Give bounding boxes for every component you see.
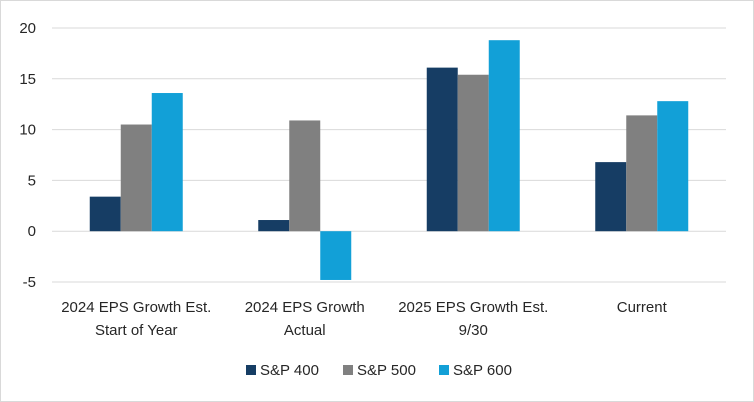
x-category-label: 2025 EPS Growth Est.: [398, 299, 548, 316]
x-category-label: 9/30: [459, 322, 488, 339]
bar-s-p-500-3: [626, 115, 658, 232]
y-tick-label: 0: [28, 223, 36, 240]
legend-label: S&P 400: [260, 362, 319, 379]
bar-s-p-500-2: [457, 74, 489, 232]
bar-s-p-600-1: [320, 231, 352, 280]
bars: [89, 40, 689, 280]
y-tick-label: 20: [19, 20, 36, 37]
x-category-label: Start of Year: [95, 322, 178, 339]
legend-item-s-p-600: S&P 600: [439, 362, 512, 379]
legend-label: S&P 600: [453, 362, 512, 379]
x-category-label: Current: [617, 299, 668, 316]
y-tick-label: 5: [28, 172, 36, 189]
legend-item-s-p-400: S&P 400: [246, 362, 319, 379]
bar-s-p-600-0: [151, 93, 183, 232]
legend: S&P 400 S&P 500 S&P 600: [246, 362, 512, 379]
y-tick-label: 10: [19, 122, 36, 139]
legend-swatch: [246, 365, 256, 375]
x-category-label: 2024 EPS Growth: [245, 299, 365, 316]
y-axis-tick-labels: -5 0 5 10 15 20: [19, 20, 36, 291]
bar-s-p-600-2: [488, 40, 520, 232]
bar-s-p-500-1: [289, 120, 321, 232]
y-tick-label: 15: [19, 71, 36, 88]
legend-item-s-p-500: S&P 500: [343, 362, 416, 379]
bar-s-p-400-2: [426, 67, 458, 232]
legend-swatch: [343, 365, 353, 375]
legend-label: S&P 500: [357, 362, 416, 379]
y-tick-label: -5: [23, 274, 36, 291]
bar-s-p-400-0: [89, 196, 121, 232]
x-category-label: Actual: [284, 322, 326, 339]
bar-s-p-500-0: [120, 124, 152, 232]
bar-s-p-400-3: [595, 162, 627, 232]
x-category-label: 2024 EPS Growth Est.: [61, 299, 211, 316]
bar-s-p-400-1: [258, 220, 290, 232]
bar-s-p-600-3: [657, 101, 689, 232]
x-axis-category-labels: 2024 EPS Growth Est. Start of Year 2024 EP…: [61, 299, 667, 339]
legend-swatch: [439, 365, 449, 375]
